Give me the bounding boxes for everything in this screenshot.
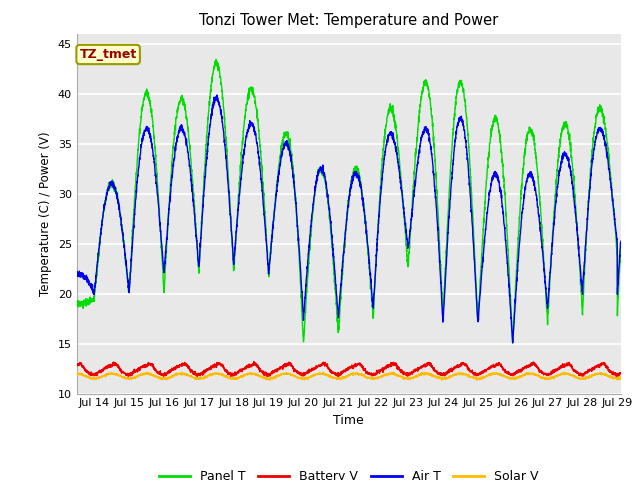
Legend: Panel T, Battery V, Air T, Solar V: Panel T, Battery V, Air T, Solar V bbox=[154, 465, 544, 480]
Title: Tonzi Tower Met: Temperature and Power: Tonzi Tower Met: Temperature and Power bbox=[199, 13, 499, 28]
Text: TZ_tmet: TZ_tmet bbox=[79, 48, 137, 61]
X-axis label: Time: Time bbox=[333, 414, 364, 427]
Y-axis label: Temperature (C) / Power (V): Temperature (C) / Power (V) bbox=[39, 132, 52, 296]
